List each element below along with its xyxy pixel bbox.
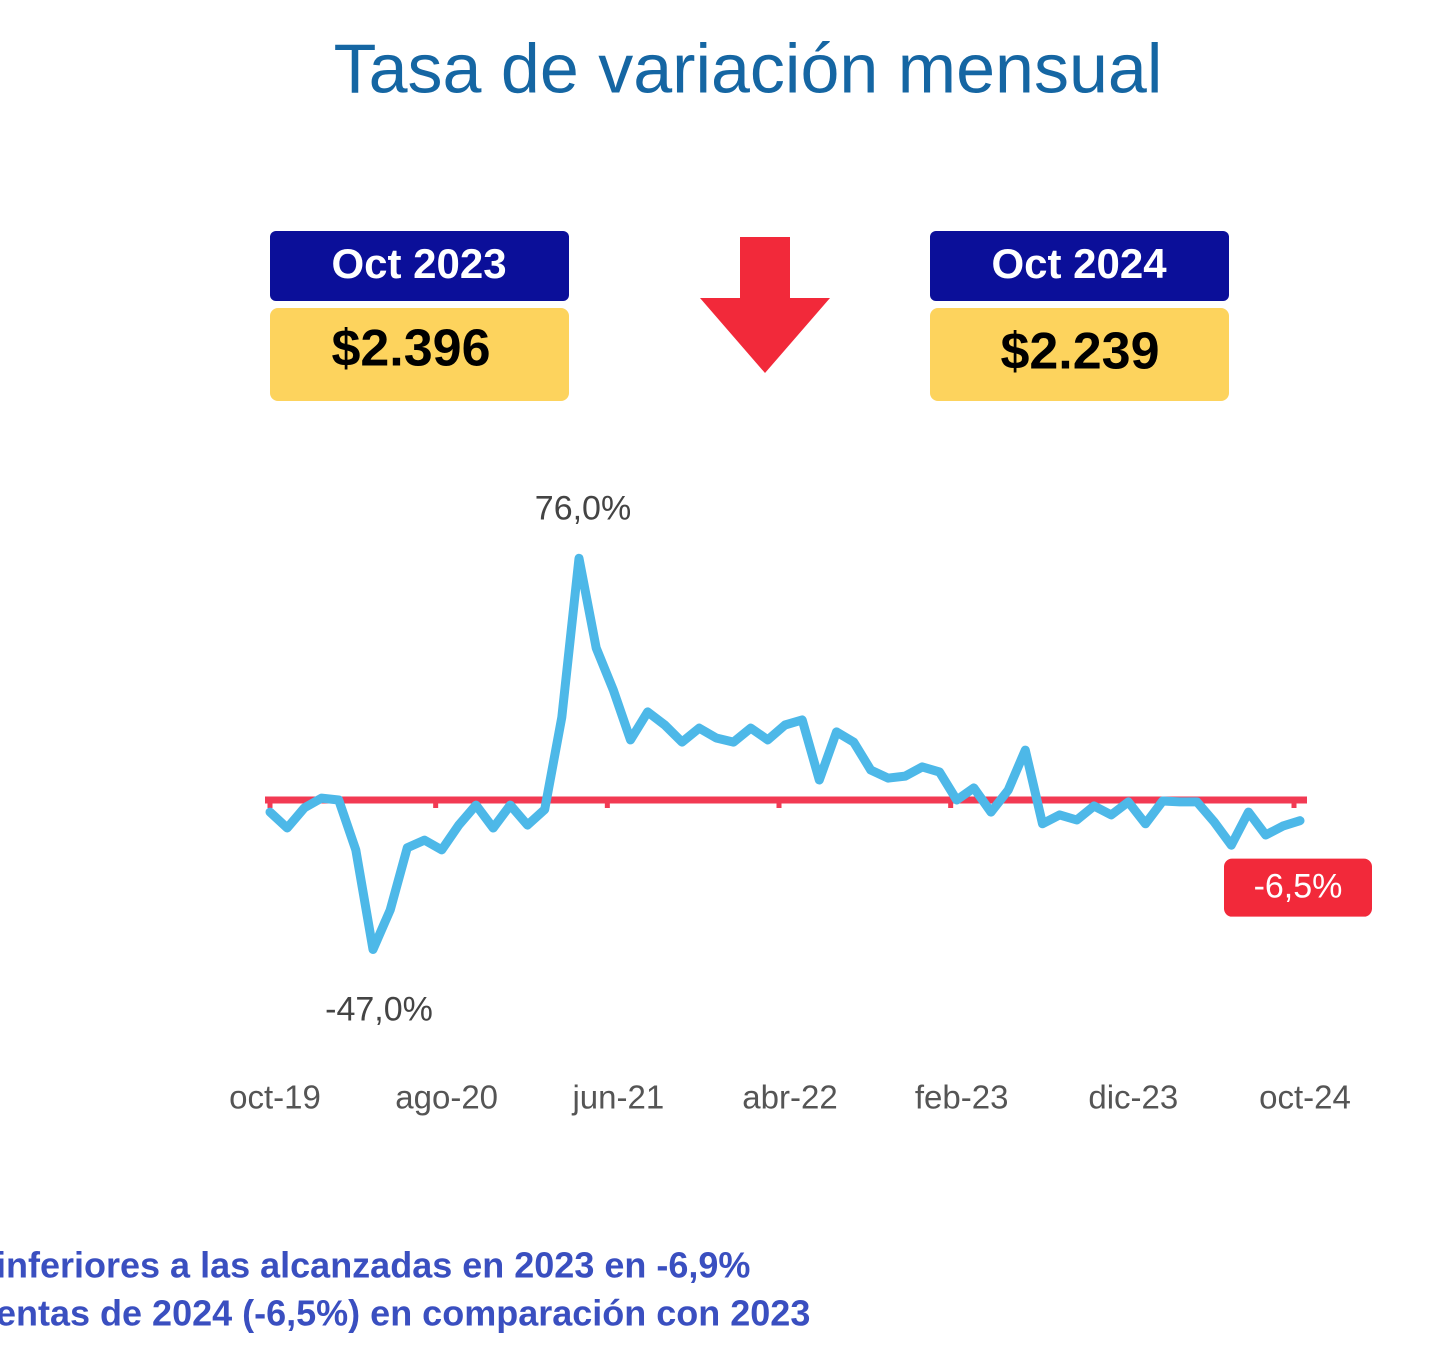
x-tick-label: oct-24	[1259, 1079, 1351, 1116]
down-arrow	[700, 237, 830, 373]
card-header	[930, 231, 1229, 301]
x-tick-label: feb-23	[915, 1079, 1009, 1116]
data-label: 76,0%	[535, 489, 631, 527]
card-header	[270, 231, 569, 301]
label-badge	[1224, 858, 1372, 917]
x-tick-label: oct-19	[229, 1079, 321, 1116]
title: Tasa de variación mensual	[334, 29, 1163, 107]
x-tick-label: ago-20	[395, 1079, 498, 1116]
card-value: $2.239	[1000, 323, 1159, 381]
card-label: Oct 2024	[991, 240, 1167, 287]
footer-line: entas de 2024 (-6,5%) en comparación con…	[0, 1293, 810, 1334]
plot: oct-19 ago-20 jun-21 abr-22 feb-23 dic-23 oct-…	[229, 489, 1372, 1116]
x-tick-label: abr-22	[742, 1079, 837, 1116]
data-label: -6,5%	[1254, 868, 1343, 906]
card-body	[270, 308, 569, 401]
footer-line: inferiores a las alcanzadas en 2023 en -…	[0, 1245, 750, 1286]
card-body	[930, 308, 1229, 401]
card-label: Oct 2023	[331, 240, 506, 287]
series-line	[265, 553, 1305, 954]
x-tick-label: jun-21	[571, 1079, 664, 1116]
x-tick-label: dic-23	[1088, 1079, 1178, 1116]
data-label: -47,0%	[325, 990, 433, 1028]
card-value: $2.396	[331, 320, 490, 378]
